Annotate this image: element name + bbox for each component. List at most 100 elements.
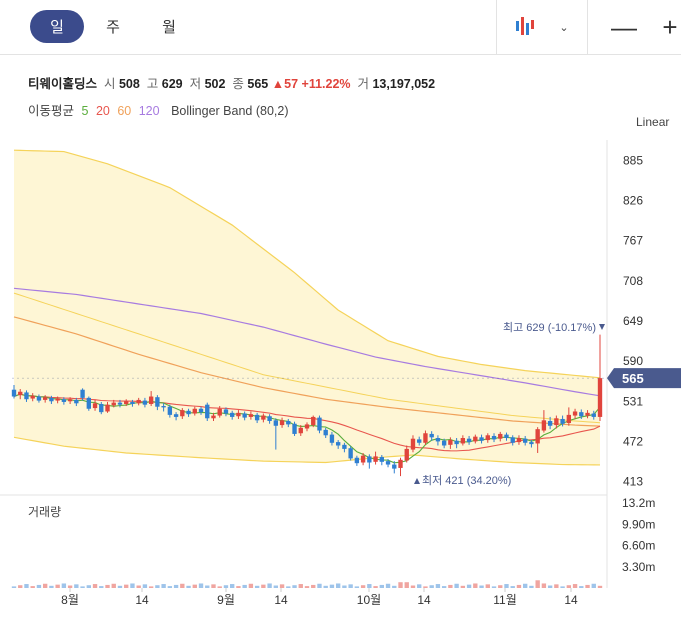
volume-bar [111, 583, 116, 588]
candle-body [273, 420, 279, 426]
zoom-out-button[interactable]: — [611, 11, 637, 42]
volume-bar [205, 585, 210, 588]
candle-body [148, 396, 154, 404]
candle-body [18, 391, 23, 396]
ma120-line [13, 287, 601, 397]
volume-bar [86, 585, 91, 588]
volume-bar [236, 586, 241, 588]
candle-body [379, 457, 384, 462]
high-label: 고 [146, 77, 159, 91]
candle-body [560, 418, 565, 424]
candle-body [473, 436, 478, 442]
price-summary: 티웨이홀딩스 시 508 고 629 저 502 종 565 ▲57 +11.2… [28, 73, 435, 92]
candle-body [435, 438, 441, 442]
volume-bar [180, 583, 185, 588]
volume-bar [211, 584, 216, 588]
x-tick-label: 14 [135, 593, 149, 607]
candle-body [417, 439, 422, 443]
volume-bar [435, 584, 441, 588]
volume-bar [223, 585, 229, 588]
tab-daily[interactable]: 일 [30, 10, 84, 43]
candle-body [392, 464, 397, 469]
candle-body [591, 413, 596, 417]
volume-label: 거 [357, 77, 369, 91]
candle-body [92, 403, 98, 409]
volume-bar [535, 580, 540, 588]
zoom-in-button[interactable]: + [662, 11, 678, 42]
x-tick-label: 11월 [493, 593, 517, 607]
candle-body [136, 399, 141, 404]
volume-bar [230, 584, 235, 588]
volume-bar [186, 585, 191, 588]
volume-panel-label: 거래량 [28, 505, 62, 519]
volume-bar [248, 583, 254, 588]
chart-type-dropdown[interactable]: ⌄ [496, 0, 588, 54]
candle-body [279, 420, 285, 426]
x-tick-label: 14 [274, 593, 288, 607]
high-value: 629 [161, 77, 183, 91]
y-tick-label: 826 [623, 194, 643, 208]
bollinger-lower-line [13, 436, 601, 466]
x-tick-label: 14 [417, 593, 431, 607]
change-percent: +11.22% [301, 77, 351, 91]
candle-body [24, 392, 29, 400]
candle-body [460, 438, 466, 444]
y-tick-label: 885 [623, 153, 643, 167]
candle-body [523, 438, 528, 443]
volume-bar [398, 582, 403, 588]
ma120-label: 120 [138, 104, 160, 118]
ma60-line [13, 316, 601, 427]
ma5-label: 5 [81, 104, 89, 118]
tab-weekly[interactable]: 주 [106, 19, 120, 36]
volume-bar [354, 586, 360, 588]
current-price-tag [607, 368, 681, 389]
volume-bar [523, 583, 528, 588]
volume-bar [329, 584, 335, 588]
candle-body [261, 415, 266, 420]
candle-body [242, 413, 247, 418]
volume-bar [130, 583, 135, 588]
candle-body [61, 399, 67, 402]
volume-bar [367, 584, 372, 588]
volume-bar [504, 584, 509, 588]
volume-bar [460, 585, 466, 588]
candle-body [67, 399, 73, 402]
x-tick-label: 14 [564, 593, 578, 607]
volume-tick-label: 13.2m [622, 496, 655, 510]
volume-bar [423, 586, 428, 588]
candle-body [516, 438, 522, 443]
volume-bar [198, 583, 204, 588]
volume-bar [124, 584, 129, 588]
volume-bar [335, 583, 341, 588]
candle-body [230, 412, 235, 417]
tab-monthly[interactable]: 월 [162, 19, 176, 36]
candle-body [180, 410, 185, 417]
volume-bar [510, 586, 515, 588]
candle-body [124, 401, 129, 404]
y-tick-label: 531 [623, 394, 643, 408]
volume-bar [485, 584, 490, 588]
volume-bar [217, 586, 222, 588]
candle-body [373, 456, 378, 462]
y-tick-label: 767 [623, 234, 643, 248]
volume-bar [566, 585, 572, 588]
scale-mode-toggle[interactable]: Linear [636, 115, 670, 129]
high-annotation: 최고 629 (-10.17%) [503, 321, 596, 334]
ma60-label: 60 [117, 104, 132, 118]
candle-body [304, 424, 310, 429]
volume-bar [441, 586, 447, 588]
candle-body [454, 440, 459, 445]
volume-bar [541, 583, 547, 588]
candle-body [491, 435, 497, 440]
volume-bar [597, 585, 603, 588]
volume-bar [529, 585, 534, 588]
current-price-label: 565 [622, 371, 644, 386]
bollinger-band-fill [14, 150, 600, 465]
volume-bar [267, 583, 272, 588]
candle-body [236, 412, 241, 417]
volume-bar [279, 584, 285, 588]
indicator-legend[interactable]: 이동평균 5 20 60 120 Bollinger Band (80,2) [28, 100, 293, 119]
volume-tick-label: 3.30m [622, 560, 655, 574]
candle-body [498, 433, 503, 439]
